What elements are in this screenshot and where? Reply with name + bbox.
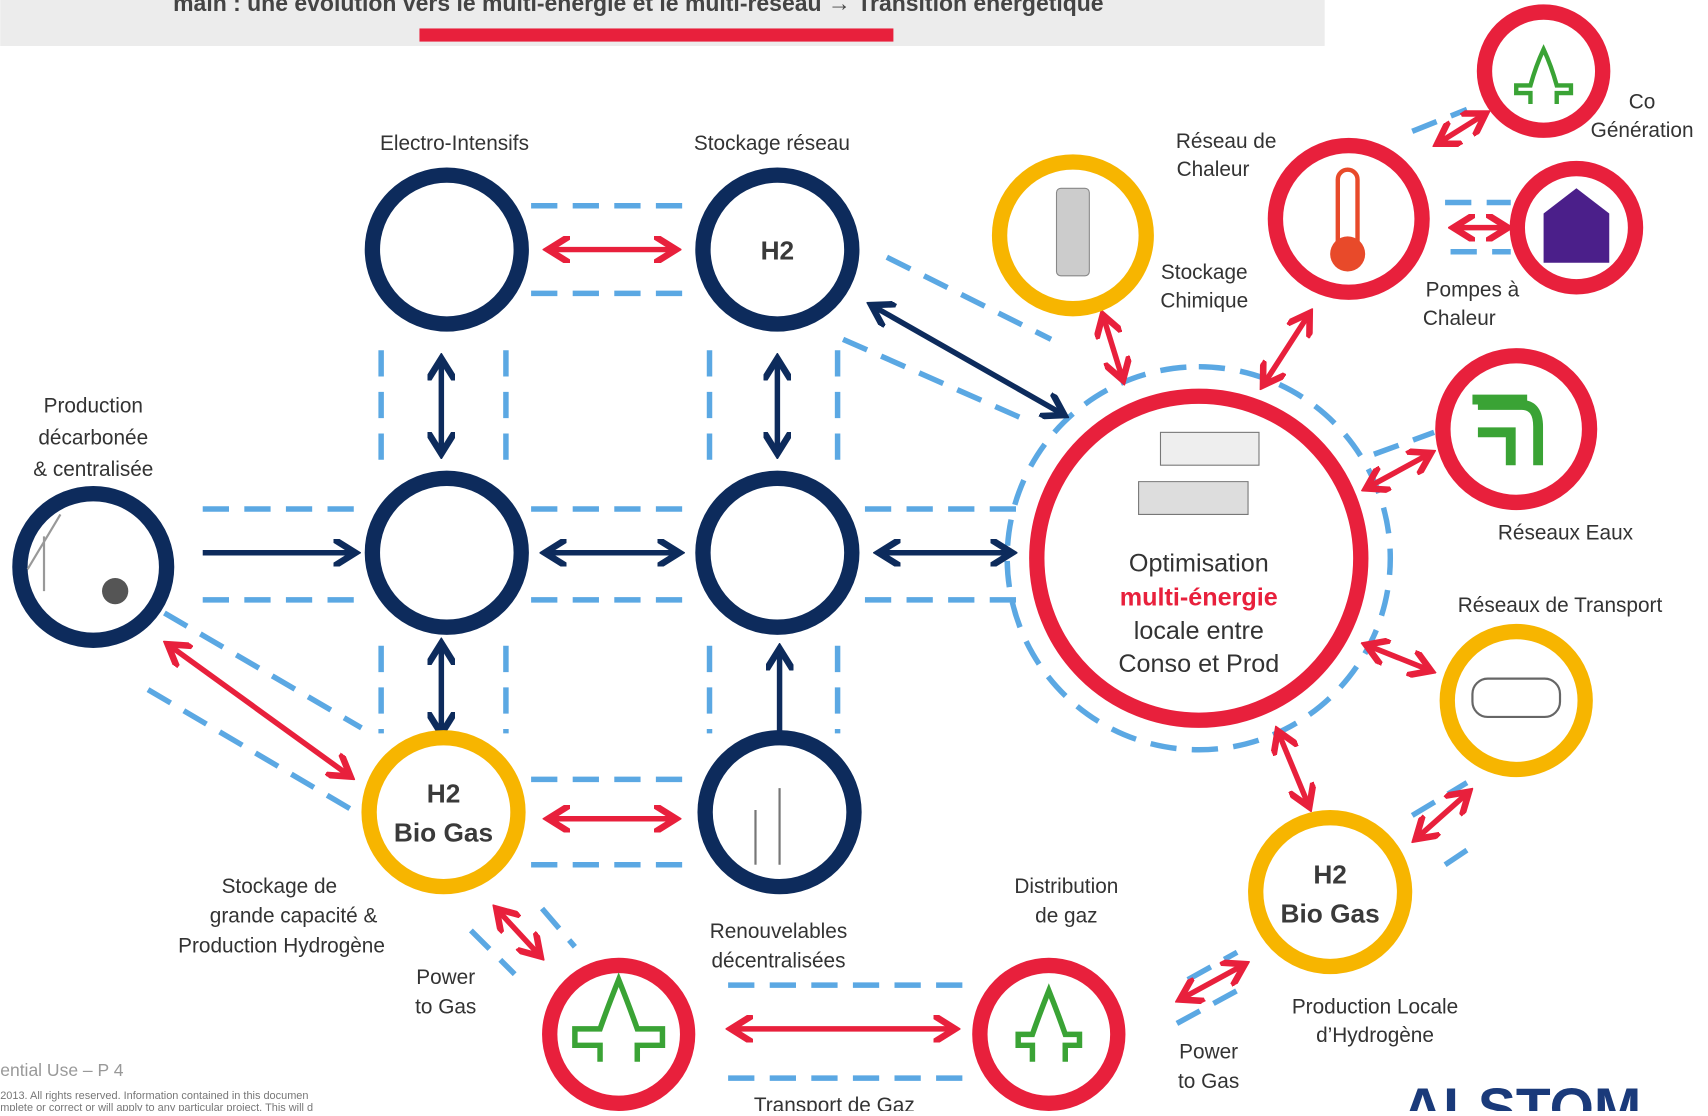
- label: Production: [44, 395, 143, 418]
- label: Production Hydrogène: [178, 934, 385, 957]
- label: décarbonée: [38, 426, 148, 449]
- label: Génération: [1591, 119, 1694, 142]
- label: Power: [1179, 1040, 1238, 1063]
- label: d’Hydrogène: [1316, 1024, 1434, 1047]
- label: Réseaux de Transport: [1458, 594, 1663, 617]
- label: décentralisées: [711, 950, 845, 973]
- label: Power: [416, 966, 475, 989]
- label: Réseau de: [1176, 130, 1277, 153]
- label: Optimisation: [1129, 549, 1269, 577]
- label: Réseaux Eaux: [1498, 522, 1634, 545]
- label: Renouvelables: [710, 920, 847, 943]
- label: Electro-Intensifs: [380, 132, 529, 155]
- label: Stockage réseau: [694, 132, 850, 155]
- legal: 2013. All rights reserved. Information c…: [0, 1090, 308, 1102]
- label: Transport de Gaz: [754, 1094, 915, 1111]
- page-number: ential Use – P 4: [0, 1060, 123, 1080]
- label: Stockage de: [222, 875, 338, 898]
- label: Production Locale: [1292, 996, 1458, 1019]
- label: Co: [1629, 90, 1656, 113]
- label: & centralisée: [33, 458, 153, 481]
- label: Pompes à: [1426, 279, 1520, 302]
- label: Distribution: [1014, 875, 1118, 898]
- label: H2: [1313, 859, 1347, 889]
- label: H2: [427, 778, 461, 808]
- title: main : une évolution vers le multi-énerg…: [173, 0, 1103, 16]
- title-underline: [419, 28, 893, 41]
- label: to Gas: [1178, 1070, 1239, 1093]
- label: Chimique: [1160, 290, 1248, 313]
- slide: main : une évolution vers le multi-énerg…: [0, 0, 1708, 1111]
- label: Chaleur: [1423, 307, 1496, 330]
- label: Chaleur: [1177, 158, 1250, 181]
- label: locale entre: [1134, 617, 1264, 645]
- legal: mplete or correct or will apply to any p…: [0, 1102, 313, 1111]
- label: Conso et Prod: [1118, 650, 1279, 678]
- label: H2: [761, 235, 795, 265]
- label: Bio Gas: [394, 818, 493, 848]
- label: to Gas: [415, 996, 476, 1019]
- labels: Production décarbonée & centralisée Elec…: [33, 90, 1693, 1111]
- label: grande capacité &: [210, 905, 378, 928]
- label: Stockage: [1161, 261, 1248, 284]
- label: multi-énergie: [1120, 583, 1278, 611]
- logo: ALSTOM: [1402, 1076, 1641, 1111]
- label: de gaz: [1035, 905, 1097, 928]
- label: Bio Gas: [1281, 899, 1380, 929]
